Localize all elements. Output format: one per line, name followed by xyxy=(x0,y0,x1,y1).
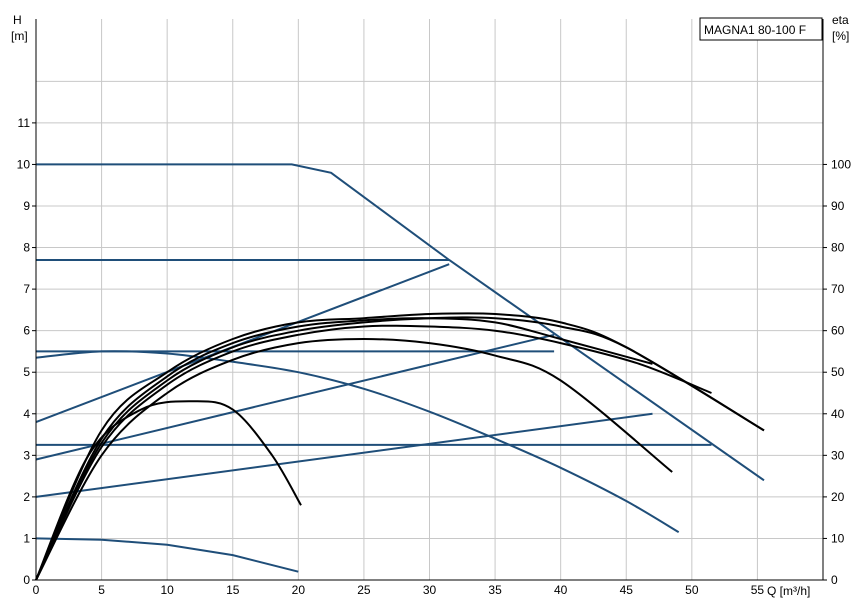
head-curves xyxy=(35,163,765,573)
efficiency-curves xyxy=(35,312,765,581)
y-right-axis-label: eta xyxy=(832,13,849,27)
y-left-tick-label-10: 10 xyxy=(17,157,31,171)
y-left-tick-label-7: 7 xyxy=(23,282,30,296)
y-right-tick-label-5: 50 xyxy=(831,365,845,379)
x-tick-label-9: 45 xyxy=(620,583,634,597)
x-tick-label-0: 0 xyxy=(33,583,40,597)
axes: 0 5 10 15 20 25 30 35 40 45 50 55012345678910110102… xyxy=(17,19,851,597)
y-right-axis-unit: [%] xyxy=(832,29,849,43)
y-left-tick-label-2: 2 xyxy=(23,490,30,504)
y-right-tick-label-0: 0 xyxy=(831,573,838,587)
y-right-tick-label-6: 60 xyxy=(831,324,845,338)
x-tick-label-1: 5 xyxy=(98,583,105,597)
x-tick-label-7: 35 xyxy=(488,583,502,597)
efficiency-curve-5 xyxy=(35,312,765,581)
efficiency-curve-3 xyxy=(35,324,712,581)
head-curve-6 xyxy=(35,412,653,498)
y-right-tick-label-1: 10 xyxy=(831,531,845,545)
y-right-tick-label-7: 70 xyxy=(831,282,845,296)
x-tick-label-2: 10 xyxy=(160,583,174,597)
head-curve-0 xyxy=(36,163,765,482)
head-curve-8 xyxy=(35,537,299,573)
x-tick-label-3: 15 xyxy=(226,583,240,597)
efficiency-curve-4 xyxy=(35,337,673,581)
y-left-tick-label-8: 8 xyxy=(23,241,30,255)
grid-layer xyxy=(35,19,823,581)
y-left-tick-label-9: 9 xyxy=(23,199,30,213)
efficiency-curve-1 xyxy=(35,316,765,581)
efficiency-curve-2 xyxy=(35,317,653,581)
x-tick-label-8: 40 xyxy=(554,583,568,597)
y-right-tick-label-3: 30 xyxy=(831,448,845,462)
y-right-tick-label-9: 90 xyxy=(831,199,845,213)
y-left-axis-label: H xyxy=(13,13,22,27)
y-left-tick-label-11: 11 xyxy=(18,116,31,130)
y-right-tick-label-10: 100 xyxy=(831,157,851,171)
x-tick-label-6: 30 xyxy=(423,583,437,597)
chart-title: MAGNA1 80-100 F xyxy=(704,23,806,37)
y-left-tick-label-4: 4 xyxy=(23,407,30,421)
x-tick-label-11: 55 xyxy=(751,583,765,597)
y-left-tick-label-6: 6 xyxy=(23,324,30,338)
y-left-axis-unit: [m] xyxy=(11,29,28,43)
y-left-tick-label-3: 3 xyxy=(23,448,30,462)
head-curve-7 xyxy=(35,350,680,534)
head-curve-4 xyxy=(35,333,555,461)
y-left-tick-label-1: 1 xyxy=(23,531,30,545)
y-left-tick-label-5: 5 xyxy=(23,365,30,379)
y-right-tick-label-2: 20 xyxy=(831,490,845,504)
y-right-tick-label-4: 40 xyxy=(831,407,845,421)
y-right-tick-label-8: 80 xyxy=(831,241,845,255)
title-box xyxy=(699,17,823,41)
x-axis-label: Q [m³/h] xyxy=(767,584,810,598)
y-left-tick-label-0: 0 xyxy=(23,573,30,587)
x-tick-label-4: 20 xyxy=(292,583,306,597)
x-tick-label-10: 50 xyxy=(685,583,699,597)
x-tick-label-5: 25 xyxy=(357,583,371,597)
